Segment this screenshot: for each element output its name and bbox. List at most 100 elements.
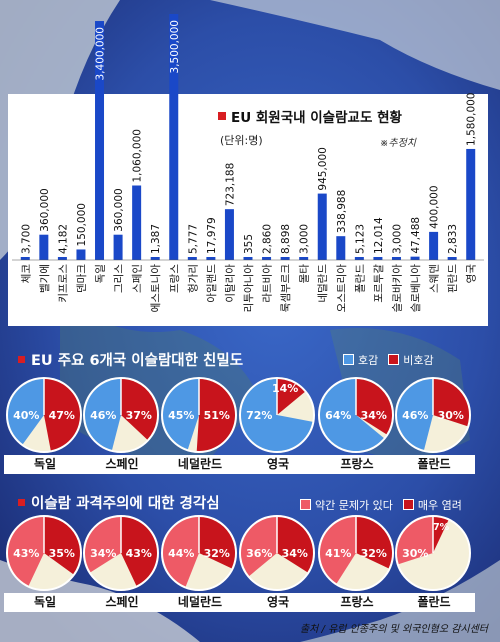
section1-title: EU 주요 6개국 이슬람대한 친밀도 xyxy=(18,349,243,370)
bar-value-label-8: 3,500,000 xyxy=(169,20,181,73)
bar-category-label-18: 폴란드 xyxy=(354,264,366,293)
bar-chart-note: ※추정치 xyxy=(380,138,416,149)
bar-8 xyxy=(169,14,179,260)
alarm-pie-5: 30% 7% xyxy=(395,515,471,591)
alarm-label-right-2: 32% xyxy=(204,547,230,560)
affinity-pie-5: 46% 30% xyxy=(395,377,471,453)
bar-value-label-22: 400,000 xyxy=(429,185,441,228)
affinity-slice-right-2 xyxy=(196,379,235,451)
bar-category-label-5: 그리스 xyxy=(113,264,125,293)
bar-0 xyxy=(20,257,30,260)
alarm-slice-left-5 xyxy=(397,517,433,565)
alarm-label-right-1: 43% xyxy=(126,547,152,560)
alarm-pie-3: 36% 34% xyxy=(239,515,315,591)
bar-category-label-0: 체코 xyxy=(20,264,32,284)
bar-category-label-24: 영국 xyxy=(466,264,478,284)
affinity-label-right-2: 51% xyxy=(204,409,230,422)
bar-category-label-1: 벨기에 xyxy=(39,264,51,293)
alarm-pie-4: 41% 32% xyxy=(318,515,394,591)
bar-value-label-24: 1,580,000 xyxy=(466,92,478,145)
legend-label-like: 호감 xyxy=(358,354,379,367)
bar-6 xyxy=(132,185,142,260)
bar-category-label-6: 스페인 xyxy=(132,264,144,293)
legend-label-dislike: 비호감 xyxy=(403,354,434,367)
affinity-country-label-2: 네덜란드 xyxy=(159,455,241,474)
bar-5 xyxy=(113,234,123,260)
legend-swatch-like xyxy=(343,354,354,365)
bar-11 xyxy=(224,209,234,260)
bar-value-label-14: 8,898 xyxy=(280,224,292,254)
affinity-label-left-0: 40% xyxy=(13,409,39,422)
alarm-label-left-1: 34% xyxy=(90,547,116,560)
alarm-pie-2: 44% 32% xyxy=(161,515,237,591)
alarm-slice-right-4 xyxy=(356,517,393,569)
legend-item-dislike: 비호감 xyxy=(388,352,434,368)
bar-22 xyxy=(429,231,439,260)
alarm-slice-left-1 xyxy=(84,517,121,573)
bar-chart-unit: (단위:명) xyxy=(220,134,263,147)
bar-20 xyxy=(391,257,401,260)
legend-item-like: 호감 xyxy=(343,352,378,368)
alarm-label-left-2: 44% xyxy=(168,547,194,560)
bar-category-label-16: 네덜란드 xyxy=(317,264,329,303)
alarm-country-label-0: 독일 xyxy=(4,593,86,612)
alarm-label-left-5: 30% xyxy=(402,547,428,560)
affinity-country-label-0: 독일 xyxy=(4,455,86,474)
section2-dot-icon xyxy=(18,499,25,506)
alarm-slice-left-0 xyxy=(7,517,44,586)
bar-9 xyxy=(187,257,197,260)
affinity-label-left-3: 72% xyxy=(246,409,272,422)
bar-7 xyxy=(150,257,160,260)
alarm-label-left-4: 41% xyxy=(325,547,351,560)
affinity-country-label-4: 프랑스 xyxy=(316,455,398,474)
bar-value-label-15: 3,000 xyxy=(299,224,311,254)
source-note: 출처 / 유럽 인종주의 및 외국인혐오 감시센터 xyxy=(299,624,488,635)
affinity-slice-right-3 xyxy=(277,379,305,415)
affinity-pie-1: 46% 37% xyxy=(83,377,159,453)
bar-23 xyxy=(447,257,457,260)
alarm-country-label-2: 네덜란드 xyxy=(159,593,241,612)
affinity-pie-2: 45% 51% xyxy=(161,377,237,453)
bar-15 xyxy=(299,257,309,260)
alarm-label-left-0: 43% xyxy=(13,547,39,560)
bar-category-label-7: 에스토니아 xyxy=(150,264,162,313)
bar-10 xyxy=(206,257,216,260)
alarm-label-right-5: 7% xyxy=(433,522,450,533)
section1-title-text: EU 주요 6개국 이슬람대한 친밀도 xyxy=(31,353,244,369)
affinity-country-label-3: 영국 xyxy=(237,455,319,474)
affinity-label-right-3: 14% xyxy=(272,382,298,395)
bar-chart-panel: EU 회원국내 이슬람교도 현황 (단위:명) ※추정치 xyxy=(8,94,488,326)
bar-value-label-1: 360,000 xyxy=(39,188,51,231)
alarm-slice-left-2 xyxy=(163,517,199,587)
bar-value-label-11: 723,188 xyxy=(224,163,236,206)
affinity-slice-right-1 xyxy=(121,378,158,440)
affinity-slice-left-5 xyxy=(397,379,433,450)
bar-value-label-2: 4,182 xyxy=(57,224,69,254)
alarm-label-left-3: 36% xyxy=(246,547,272,560)
affinity-slice-right-0 xyxy=(44,379,81,451)
bar-16 xyxy=(317,193,327,260)
bar-13 xyxy=(262,257,272,260)
bar-value-label-5: 360,000 xyxy=(113,188,125,231)
affinity-label-left-2: 45% xyxy=(168,409,194,422)
bar-value-label-17: 338,988 xyxy=(336,190,348,233)
affinity-label-left-1: 46% xyxy=(90,409,116,422)
bar-value-label-9: 5,777 xyxy=(187,224,199,254)
bar-value-label-7: 1,387 xyxy=(150,224,162,254)
alarm-label-right-0: 35% xyxy=(49,547,75,560)
bar-value-label-0: 3,700 xyxy=(20,224,32,254)
alarm-country-label-4: 프랑스 xyxy=(316,593,398,612)
bar-value-label-4: 3,400,000 xyxy=(95,27,107,80)
affinity-pie-0: 40% 47% xyxy=(6,377,82,453)
affinity-label-left-4: 64% xyxy=(325,409,351,422)
affinity-slice-left-4 xyxy=(320,379,384,451)
alarm-slice-left-3 xyxy=(241,517,277,576)
bar-category-label-11: 이탈리아 xyxy=(223,264,236,303)
bar-value-label-12: 355 xyxy=(243,234,255,254)
bar-category-label-19: 포르투갈 xyxy=(372,264,385,303)
bar-2 xyxy=(57,257,67,260)
section2-title: 이슬람 과격주의에 대한 경각심 xyxy=(18,492,220,513)
bar-category-label-10: 아일랜드 xyxy=(205,264,218,303)
alarm-slice-right-0 xyxy=(44,517,80,575)
